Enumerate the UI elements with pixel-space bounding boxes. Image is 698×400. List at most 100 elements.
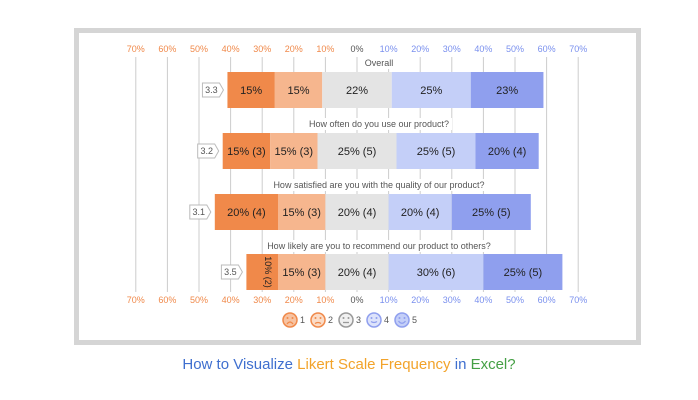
bar-segment [388, 254, 484, 290]
face-eye [370, 317, 373, 319]
bar-segment [246, 254, 278, 290]
tick-label-bottom: 10% [380, 295, 398, 305]
caption-part-2: Likert Scale Frequency [297, 356, 451, 373]
face-eye [291, 317, 294, 319]
tick-label-top: 70% [569, 44, 587, 54]
face-mouth [397, 320, 407, 324]
question-title: How satisfied are you with the quality o… [273, 180, 484, 190]
happy-face-icon [366, 312, 382, 328]
tick-label-top: 0% [350, 44, 363, 54]
legend-label: 1 [300, 315, 305, 325]
data-label: 20% (4) [488, 146, 527, 158]
data-label: 15% (3) [282, 267, 321, 279]
tick-label-bottom: 50% [190, 295, 208, 305]
tick-label-top: 60% [158, 44, 176, 54]
question-title: Overall [365, 58, 394, 68]
bar-segment [278, 194, 326, 230]
bar-segment [222, 133, 271, 169]
tick-label-top: 20% [411, 44, 429, 54]
bar-segment [278, 254, 326, 290]
question-title-background [305, 118, 453, 130]
face-mouth [286, 321, 294, 325]
data-label: 20% (4) [401, 207, 440, 219]
face-mouth [314, 321, 322, 325]
tick-label-bottom: 70% [127, 295, 145, 305]
data-label: 25% (5) [338, 146, 377, 158]
tick-label-top: 30% [253, 44, 271, 54]
caption-part-4: Excel? [470, 356, 516, 373]
face-eye [398, 317, 401, 319]
data-label: 22% [346, 85, 368, 97]
bar-segment [396, 133, 476, 169]
data-label: 23% [496, 85, 518, 97]
data-label: 25% (5) [417, 146, 456, 158]
tick-label-bottom: 40% [474, 295, 492, 305]
average-value: 3.1 [193, 207, 206, 217]
question-title: How likely are you to recommend our prod… [267, 241, 491, 251]
face-outline [282, 312, 298, 328]
average-value: 3.3 [205, 85, 218, 95]
bar-segment [317, 133, 397, 169]
average-callout [197, 143, 220, 159]
question-title-background [270, 179, 488, 191]
bar-segment [391, 72, 471, 108]
tick-label-bottom: 70% [569, 295, 587, 305]
tick-label-bottom: 30% [253, 295, 271, 305]
data-label: 15% [240, 85, 262, 97]
face-eye [342, 317, 345, 319]
data-label: 25% [420, 85, 442, 97]
tick-label-bottom: 0% [350, 295, 363, 305]
tick-label-top: 60% [538, 44, 556, 54]
tick-label-bottom: 10% [316, 295, 334, 305]
data-label: 20% (4) [227, 207, 266, 219]
bar-segment [325, 254, 389, 290]
tick-label-bottom: 20% [411, 295, 429, 305]
tick-label-top: 10% [316, 44, 334, 54]
neutral-face-icon [338, 312, 354, 328]
tick-label-top: 20% [285, 44, 303, 54]
tick-label-bottom: 20% [285, 295, 303, 305]
legend-label: 4 [384, 315, 389, 325]
data-label: 30% (6) [417, 267, 456, 279]
face-eye [286, 317, 289, 319]
tick-label-bottom: 50% [506, 295, 524, 305]
caption-part-1: How to Visualize [182, 356, 298, 373]
data-label: 15% (3) [282, 207, 321, 219]
tick-label-top: 10% [380, 44, 398, 54]
sad-face-icon [310, 312, 326, 328]
data-label: 20% (4) [338, 267, 377, 279]
question-title-background [361, 57, 397, 69]
data-label: 15% [288, 85, 310, 97]
tick-label-bottom: 40% [222, 295, 240, 305]
tick-label-bottom: 60% [538, 295, 556, 305]
bar-segment [214, 194, 278, 230]
tick-label-top: 30% [443, 44, 461, 54]
legend-label: 2 [328, 315, 333, 325]
bar-segment [325, 194, 389, 230]
face-outline [394, 312, 410, 328]
bar-segment [322, 72, 392, 108]
average-callout [201, 82, 225, 98]
bar-segment [388, 194, 452, 230]
average-value: 3.5 [224, 267, 237, 277]
data-label: 10% (2) [263, 256, 273, 288]
average-callout [220, 264, 243, 280]
very-sad-face-icon [282, 312, 298, 328]
question-title-background [264, 240, 494, 252]
tick-label-top: 40% [222, 44, 240, 54]
very-happy-face-icon [394, 312, 410, 328]
face-mouth [370, 320, 378, 324]
face-outline [366, 312, 382, 328]
average-callout [189, 204, 212, 220]
data-label: 15% (3) [227, 146, 266, 158]
caption: How to Visualize Likert Scale Frequency … [0, 356, 698, 373]
data-label: 20% (4) [338, 207, 377, 219]
tick-label-top: 50% [190, 44, 208, 54]
face-outline [310, 312, 326, 328]
bar-segment [270, 133, 318, 169]
data-label: 15% (3) [275, 146, 314, 158]
bar-segment [475, 133, 539, 169]
bar-segment [451, 194, 531, 230]
data-label: 25% (5) [504, 267, 543, 279]
